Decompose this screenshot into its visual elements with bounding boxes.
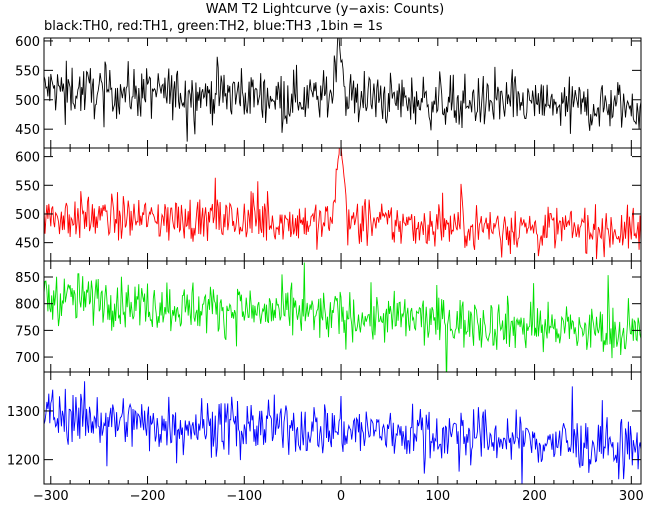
chart-subtitle: black:TH0, red:TH1, green:TH2, blue:TH3 … bbox=[44, 19, 383, 34]
x-tick-label: −300 bbox=[33, 489, 69, 504]
y-tick-label: 1200 bbox=[7, 454, 40, 469]
x-tick-label: 300 bbox=[619, 489, 644, 504]
y-tick-label: 600 bbox=[15, 151, 40, 166]
x-tick-label: −200 bbox=[130, 489, 166, 504]
y-tick-label: 700 bbox=[15, 351, 40, 366]
x-tick-label: 200 bbox=[522, 489, 547, 504]
series-th1-line bbox=[44, 148, 641, 260]
x-tick-label: 0 bbox=[337, 489, 345, 504]
series-th0-line bbox=[44, 38, 641, 142]
y-tick-label: 450 bbox=[15, 123, 40, 138]
y-tick-label: 450 bbox=[15, 237, 40, 252]
x-tick-label: −100 bbox=[226, 489, 262, 504]
series-th2-line bbox=[44, 262, 641, 372]
y-tick-label: 800 bbox=[15, 298, 40, 313]
y-tick-label: 850 bbox=[15, 271, 40, 286]
y-tick-label: 500 bbox=[15, 208, 40, 223]
x-tick-label: 100 bbox=[425, 489, 450, 504]
y-tick-label: 550 bbox=[15, 64, 40, 79]
y-tick-label: 500 bbox=[15, 94, 40, 109]
y-tick-label: 600 bbox=[15, 35, 40, 50]
chart-title: WAM T2 Lightcurve (y−axis: Counts) bbox=[205, 2, 445, 17]
y-tick-label: 1300 bbox=[7, 405, 40, 420]
series-th3-line bbox=[44, 381, 641, 484]
y-tick-label: 750 bbox=[15, 324, 40, 339]
panel-frame-th3 bbox=[43, 371, 642, 485]
y-tick-label: 550 bbox=[15, 179, 40, 194]
